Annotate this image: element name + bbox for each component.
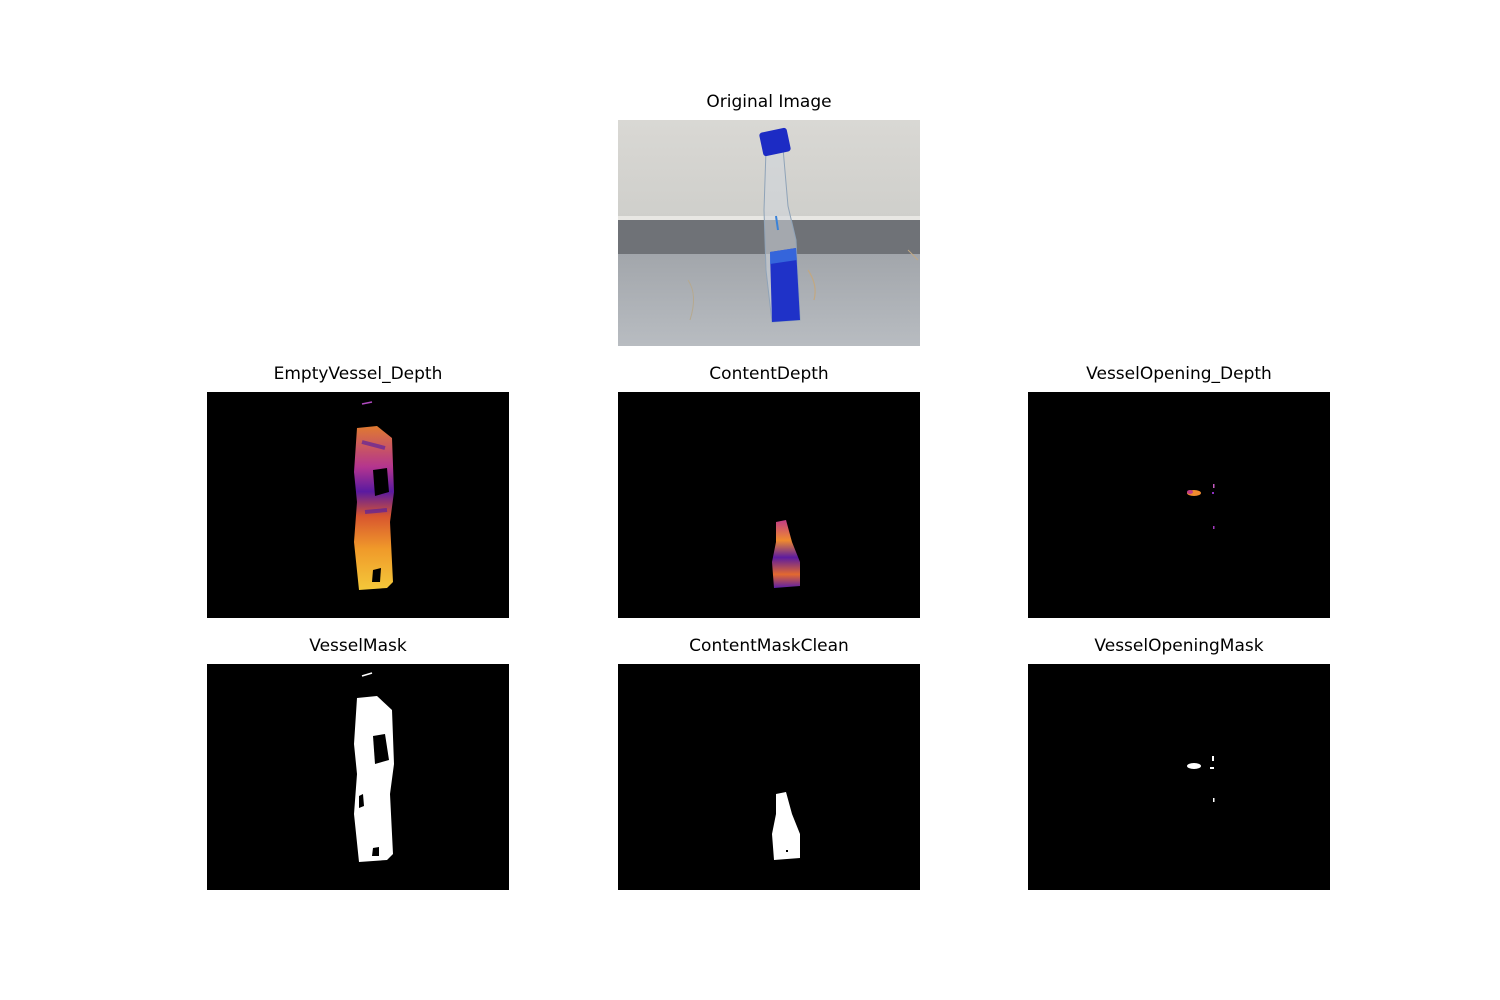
vessel-opening-mask-image <box>1028 664 1330 890</box>
panel-title: VesselMask <box>309 636 407 656</box>
original-photo <box>618 120 920 346</box>
empty-vessel-depth-map <box>207 392 509 618</box>
vessel-mask-image <box>207 664 509 890</box>
panel-title: ContentMaskClean <box>689 636 849 656</box>
panel-title: EmptyVessel_Depth <box>273 364 443 384</box>
panel-title: Original Image <box>706 92 832 112</box>
panel-vessel-opening-mask: VesselOpeningMask <box>1028 636 1330 890</box>
content-mask-clean-image <box>618 664 920 890</box>
panel-title: VesselOpening_Depth <box>1086 364 1272 384</box>
panel-content-mask-clean: ContentMaskClean <box>618 636 920 890</box>
content-depth-map <box>618 392 920 618</box>
panel-title: ContentDepth <box>709 364 829 384</box>
panel-title: VesselOpeningMask <box>1094 636 1264 656</box>
panel-vessel-mask: VesselMask <box>207 636 509 890</box>
panel-content-depth: ContentDepth <box>618 364 920 618</box>
panel-empty-vessel-depth: EmptyVessel_Depth <box>207 364 509 618</box>
panel-original-image: Original Image <box>618 92 920 346</box>
panel-vessel-opening-depth: VesselOpening_Depth <box>1028 364 1330 618</box>
vessel-opening-depth-map <box>1028 392 1330 618</box>
